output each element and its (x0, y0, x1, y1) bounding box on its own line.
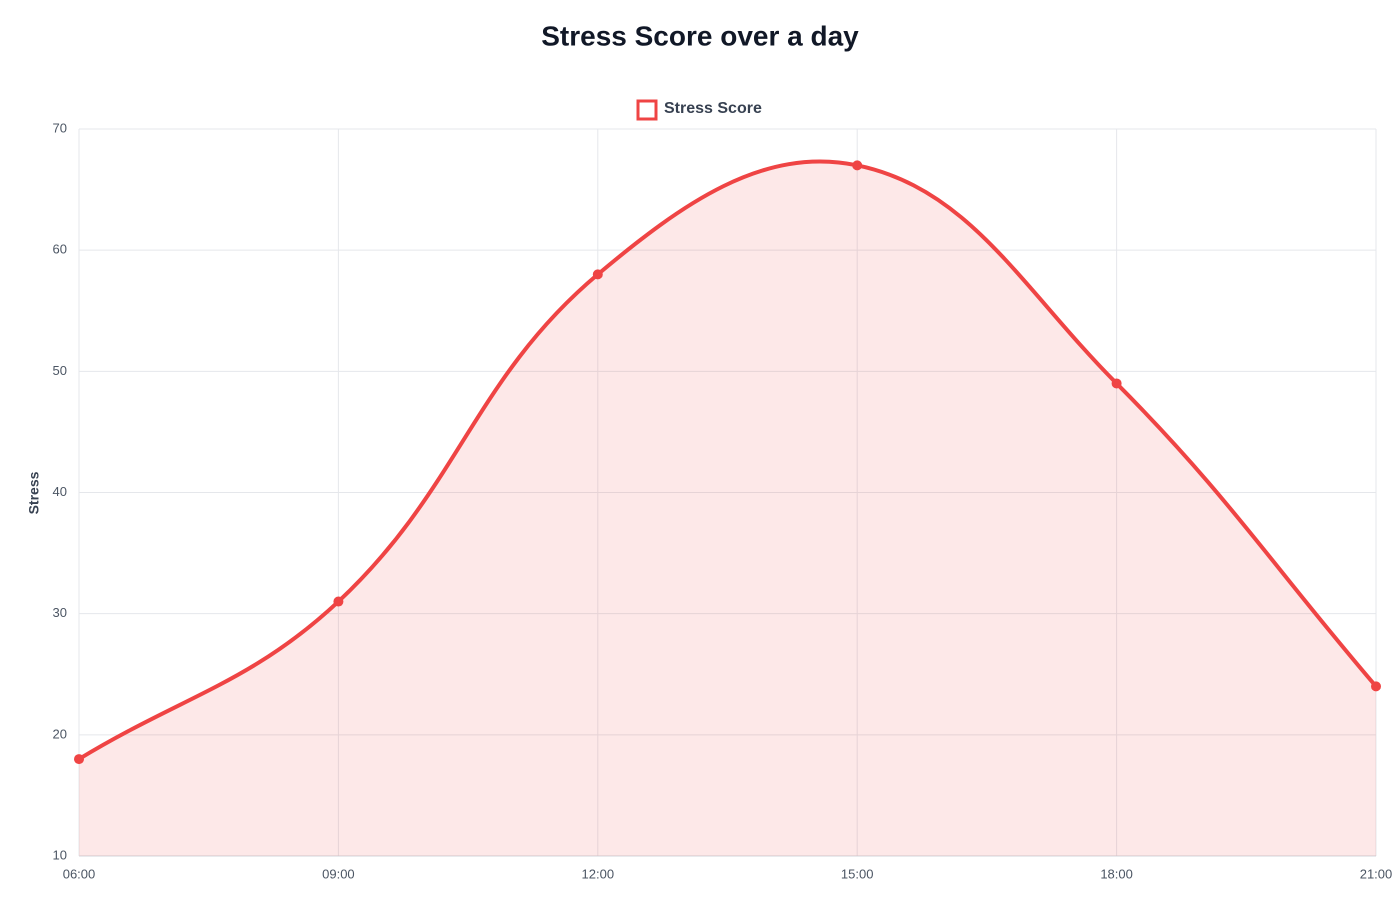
x-tick-label: 09:00 (322, 866, 355, 881)
x-tick-label: 12:00 (582, 866, 615, 881)
point (592, 269, 603, 280)
point (1111, 378, 1122, 389)
point (852, 160, 863, 171)
legend-label: Stress Score (664, 100, 762, 117)
line (77, 159, 1378, 761)
legend-swatch (636, 99, 658, 121)
y-tick-label: 70 (53, 120, 67, 135)
y-tick-label: 20 (53, 726, 67, 741)
area (79, 161, 1376, 856)
y-tick-label: 10 (53, 847, 67, 862)
y-axis-title: Stress (26, 471, 42, 514)
y-tick-label: 30 (53, 605, 67, 620)
point (74, 754, 84, 765)
x-tick-label: 06:00 (63, 866, 96, 881)
point (333, 596, 344, 607)
x-tick-label: 21:00 (1360, 866, 1393, 881)
x-tick-label: 15:00 (841, 866, 874, 881)
y-tick-label: 40 (53, 484, 67, 499)
y-tick-label: 60 (53, 242, 67, 257)
y-tick-label: 50 (53, 363, 67, 378)
point (1371, 681, 1381, 692)
chart-title: Stress Score over a day (541, 20, 859, 51)
x-tick-label: 18:00 (1100, 866, 1133, 881)
